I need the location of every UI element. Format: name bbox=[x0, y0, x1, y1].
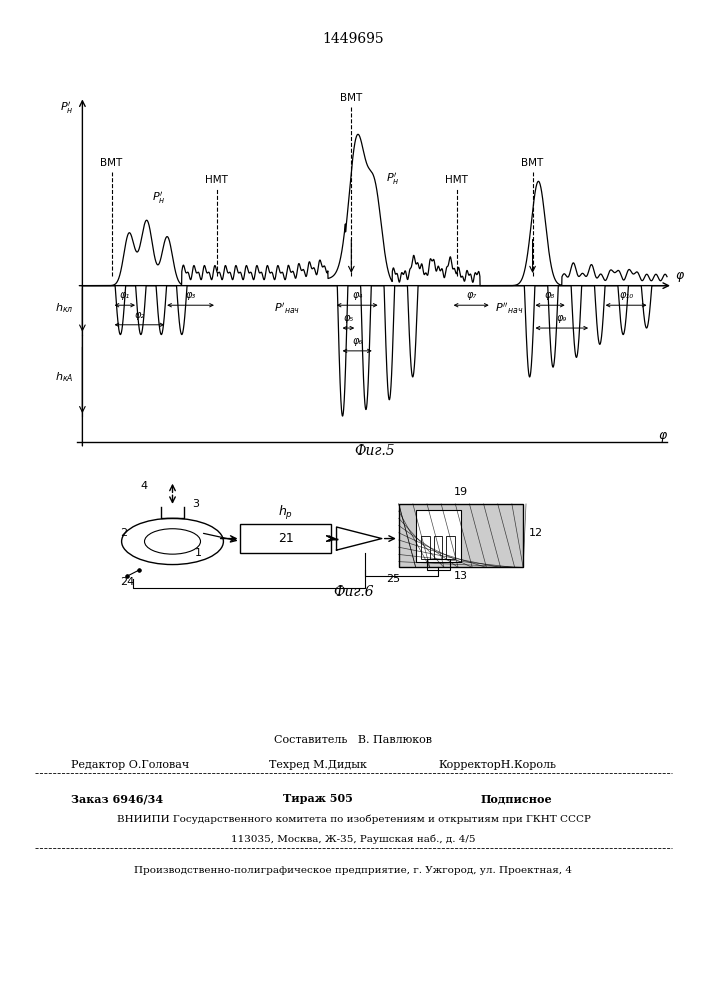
Text: ВМТ: ВМТ bbox=[522, 158, 544, 168]
Text: ВМТ: ВМТ bbox=[100, 158, 123, 168]
Text: Техред М.Дидык: Техред М.Дидык bbox=[269, 760, 366, 770]
Text: φ₉: φ₉ bbox=[556, 313, 567, 323]
Text: $P_н'$: $P_н'$ bbox=[387, 171, 400, 187]
Text: $P_н'$: $P_н'$ bbox=[151, 190, 165, 206]
Text: Составитель   В. Павлюков: Составитель В. Павлюков bbox=[274, 735, 433, 745]
Text: Заказ 6946/34: Заказ 6946/34 bbox=[71, 793, 163, 804]
Bar bbox=[399, 504, 523, 567]
Text: 21: 21 bbox=[278, 532, 293, 545]
Text: φ₁: φ₁ bbox=[119, 290, 130, 300]
Text: ВНИИПИ Государственного комитета по изобретениям и открытиям при ГКНТ СССР: ВНИИПИ Государственного комитета по изоб… bbox=[117, 815, 590, 824]
Text: $h_{кл}$: $h_{кл}$ bbox=[55, 302, 74, 315]
Text: 3: 3 bbox=[192, 499, 199, 509]
Bar bbox=[427, 559, 450, 570]
Text: φ₇: φ₇ bbox=[466, 290, 477, 300]
Text: 19: 19 bbox=[454, 487, 468, 497]
Bar bbox=[240, 524, 331, 553]
Text: 25: 25 bbox=[386, 574, 400, 584]
Bar bbox=[416, 510, 461, 562]
Text: $P_н'$: $P_н'$ bbox=[60, 100, 74, 116]
Text: 2: 2 bbox=[120, 528, 127, 538]
Bar bbox=[446, 536, 455, 559]
Bar bbox=[421, 536, 430, 559]
Text: Подписное: Подписное bbox=[481, 793, 552, 804]
Text: φ₃: φ₃ bbox=[185, 290, 196, 300]
Text: φ₆: φ₆ bbox=[352, 336, 362, 346]
Bar bbox=[434, 536, 443, 559]
Text: φ₁₀: φ₁₀ bbox=[619, 290, 633, 300]
Text: 4: 4 bbox=[141, 481, 148, 491]
Text: $P'_{нач}$: $P'_{нач}$ bbox=[274, 301, 300, 316]
Text: $h_{кА}$: $h_{кА}$ bbox=[55, 370, 74, 384]
Text: $h_р$: $h_р$ bbox=[278, 504, 293, 522]
Text: Фиг.6: Фиг.6 bbox=[333, 585, 374, 599]
Text: 13: 13 bbox=[454, 571, 468, 581]
Text: φ₈: φ₈ bbox=[545, 290, 555, 300]
Text: φ₄: φ₄ bbox=[352, 290, 362, 300]
Text: Тираж 505: Тираж 505 bbox=[283, 793, 353, 804]
Text: φ₅: φ₅ bbox=[344, 313, 354, 323]
Text: ВМТ: ВМТ bbox=[340, 93, 363, 103]
Text: Фиг.5: Фиг.5 bbox=[354, 444, 395, 458]
Text: Редактор О.Головач: Редактор О.Головач bbox=[71, 760, 189, 770]
Text: 1: 1 bbox=[195, 548, 202, 558]
Text: НМТ: НМТ bbox=[206, 175, 228, 185]
Text: 24: 24 bbox=[120, 577, 134, 587]
Text: φ₂: φ₂ bbox=[134, 310, 144, 320]
Text: Производственно-полиграфическое предприятие, г. Ужгород, ул. Проектная, 4: Производственно-полиграфическое предприя… bbox=[134, 866, 573, 875]
Text: НМТ: НМТ bbox=[445, 175, 468, 185]
Text: КорректорН.Король: КорректорН.Король bbox=[438, 760, 556, 770]
Text: $P''_{нач}$: $P''_{нач}$ bbox=[495, 301, 523, 316]
Text: φ: φ bbox=[676, 269, 684, 282]
Text: φ: φ bbox=[659, 429, 667, 442]
Text: 113035, Москва, Ж-35, Раушская наб., д. 4/5: 113035, Москва, Ж-35, Раушская наб., д. … bbox=[231, 835, 476, 844]
Text: 12: 12 bbox=[529, 528, 543, 538]
Text: 1449695: 1449695 bbox=[322, 32, 385, 46]
